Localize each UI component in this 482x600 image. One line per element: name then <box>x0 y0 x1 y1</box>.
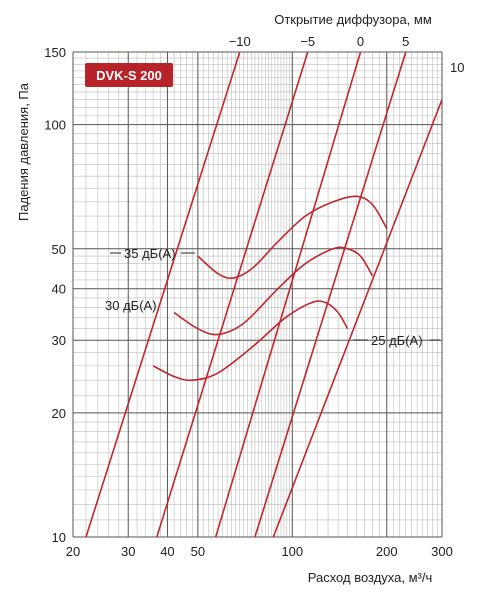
x-tick-label: 50 <box>191 544 205 559</box>
x-tick-label: 40 <box>160 544 174 559</box>
diffuser-opening-line <box>85 51 241 538</box>
annotation-35-dba-text: 35 дБ(А) <box>124 246 176 261</box>
noise-curve <box>173 246 374 336</box>
diffuser-opening-line <box>272 99 443 538</box>
annotation-30-dba: 30 дБ(А) <box>105 298 157 313</box>
top-axis-title: Открытие диффузора, мм <box>274 12 432 27</box>
y-tick-label: 50 <box>52 242 66 257</box>
x-tick-label: 30 <box>121 544 135 559</box>
y-tick-label: 10 <box>52 530 66 545</box>
noise-curve <box>197 195 388 279</box>
diffuser-opening-label: 0 <box>357 34 364 49</box>
annotation-25-dba: 25 дБ(А) <box>353 333 440 348</box>
annotation-35-dba: 35 дБ(А) <box>110 246 195 261</box>
y-tick-label: 40 <box>52 282 66 297</box>
x-tick-label: 300 <box>431 544 453 559</box>
model-badge: DVK-S 200 <box>85 63 173 87</box>
diffuser-opening-line <box>214 51 362 538</box>
y-tick-label: 100 <box>44 118 66 133</box>
model-badge-text: DVK-S 200 <box>96 68 162 83</box>
x-tick-label: 200 <box>376 544 398 559</box>
y-axis-title: Падения давления, Па <box>16 82 31 221</box>
model-badge-box <box>85 63 173 87</box>
annotation-30-dba-text: 30 дБ(А) <box>105 298 157 313</box>
diffuser-opening-label: −5 <box>300 34 315 49</box>
diffuser-opening-line <box>254 51 407 538</box>
grid <box>72 51 443 538</box>
noise-curve <box>152 300 349 382</box>
diffuser-opening-line <box>156 51 309 538</box>
diffuser-opening-label: 5 <box>402 34 409 49</box>
x-tick-label: 20 <box>66 544 80 559</box>
y-tick-label: 20 <box>52 406 66 421</box>
annotation-25-dba-text: 25 дБ(А) <box>371 333 423 348</box>
diffuser-opening-label: 10 <box>450 60 464 75</box>
diffuser-opening-lines: −10 −5 0 5 10 <box>85 34 464 538</box>
noise-level-curves <box>152 195 388 382</box>
x-axis-title: Расход воздуха, м³/ч <box>308 570 433 585</box>
y-tick-label: 150 <box>44 45 66 60</box>
diffuser-opening-label: −10 <box>229 34 251 49</box>
y-tick-label: 30 <box>52 333 66 348</box>
x-tick-label: 100 <box>281 544 303 559</box>
